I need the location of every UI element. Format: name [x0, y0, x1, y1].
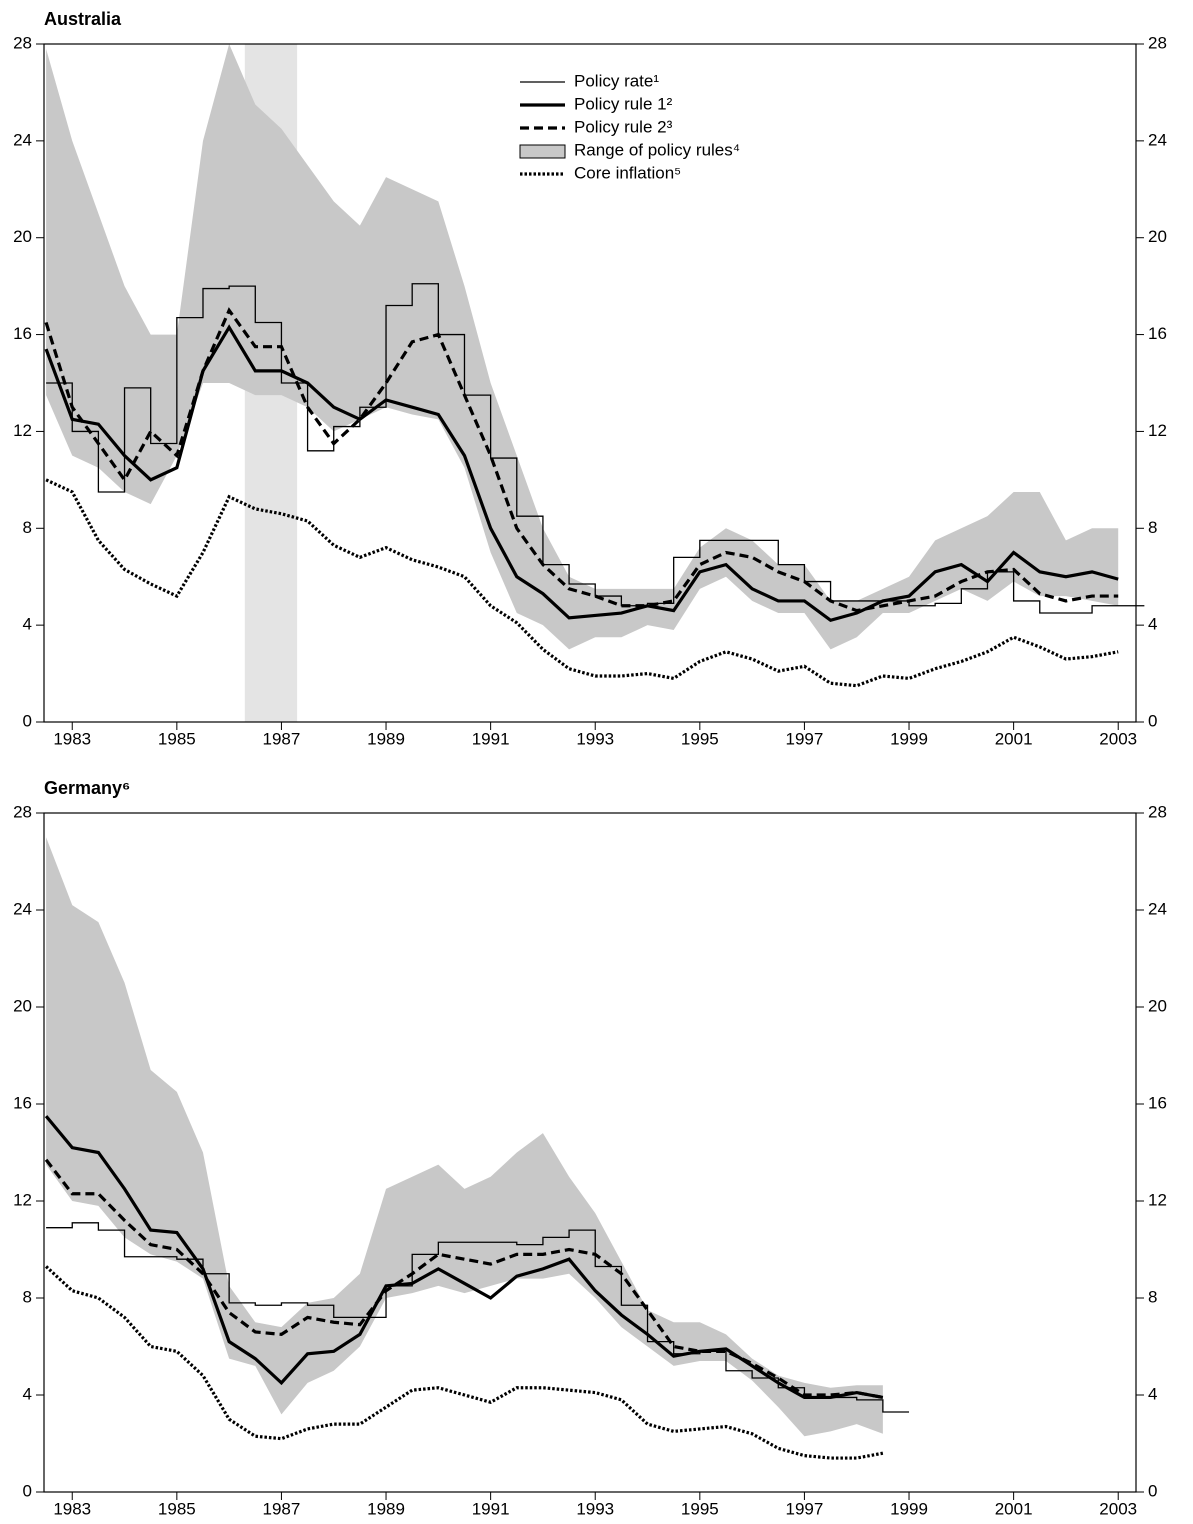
chart-title: Australia: [44, 9, 122, 29]
y2-tick-label: 16: [1148, 324, 1167, 343]
series-line: [44, 307, 1119, 613]
y2-tick-label: 20: [1148, 996, 1167, 1015]
legend-swatch: [519, 144, 566, 159]
y-tick-label: 0: [23, 711, 32, 730]
y-tick-label: 4: [23, 1384, 32, 1403]
y2-tick-label: 28: [1148, 33, 1167, 52]
y-tick-label: 12: [13, 1190, 32, 1209]
x-tick-label: 1985: [158, 1499, 196, 1518]
x-tick-label: 1999: [890, 1499, 928, 1518]
legend-label: Policy rule 2³: [574, 117, 673, 136]
x-tick-label: 1993: [576, 1499, 614, 1518]
x-tick-label: 2003: [1099, 729, 1137, 748]
series-line: [45, 1265, 884, 1460]
x-tick-label: 1997: [786, 729, 824, 748]
y2-tick-label: 0: [1148, 1481, 1157, 1500]
y2-tick-label: 8: [1148, 518, 1157, 537]
y2-tick-label: 24: [1148, 130, 1167, 149]
x-tick-label: 1983: [53, 729, 91, 748]
legend-label: Range of policy rules⁴: [574, 140, 740, 159]
plot-area: [44, 837, 910, 1460]
plot-frame: [43, 812, 1137, 1493]
x-tick-label: 1983: [53, 1499, 91, 1518]
y2-tick-label: 8: [1148, 1287, 1157, 1306]
plot-area: [44, 44, 1145, 722]
series-line: [46, 1222, 910, 1413]
x-tick-label: 1995: [681, 729, 719, 748]
series-line: [44, 1158, 884, 1400]
series-line: [46, 283, 1145, 614]
y2-tick-label: 4: [1148, 1384, 1157, 1403]
range-area: [46, 44, 1119, 650]
x-tick-label: 1989: [367, 729, 405, 748]
y-tick-label: 4: [23, 615, 32, 634]
y-tick-label: 16: [13, 1093, 32, 1112]
y-tick-label: 0: [23, 1481, 32, 1500]
y-tick-label: 20: [13, 227, 32, 246]
y-tick-label: 16: [13, 324, 32, 343]
legend-label: Policy rule 1²: [574, 94, 673, 113]
chart-title: Germany⁶: [44, 778, 130, 798]
y2-tick-label: 20: [1148, 227, 1167, 246]
plot-frame: [43, 43, 1137, 723]
y-tick-label: 20: [13, 996, 32, 1015]
x-tick-label: 1999: [890, 729, 928, 748]
y-tick-label: 24: [13, 130, 32, 149]
series-line: [44, 324, 1119, 623]
y2-tick-label: 12: [1148, 421, 1167, 440]
x-tick-label: 1989: [367, 1499, 405, 1518]
x-tick-label: 1987: [263, 729, 301, 748]
x-tick-label: 1991: [472, 729, 510, 748]
y2-tick-label: 24: [1148, 899, 1167, 918]
x-tick-label: 1993: [576, 729, 614, 748]
legend-label: Policy rate¹: [574, 71, 659, 90]
y2-tick-label: 16: [1148, 1093, 1167, 1112]
x-tick-label: 2001: [995, 729, 1033, 748]
y-tick-label: 24: [13, 899, 32, 918]
x-tick-label: 1987: [263, 1499, 301, 1518]
y-tick-label: 28: [13, 33, 32, 52]
x-tick-label: 2003: [1099, 1499, 1137, 1518]
x-tick-label: 1985: [158, 729, 196, 748]
y-tick-label: 8: [23, 1287, 32, 1306]
series-line: [45, 478, 1119, 688]
y2-tick-label: 4: [1148, 615, 1157, 634]
y2-tick-label: 12: [1148, 1190, 1167, 1209]
y-tick-label: 12: [13, 421, 32, 440]
x-tick-label: 1997: [786, 1499, 824, 1518]
y-tick-label: 28: [13, 802, 32, 821]
x-tick-label: 2001: [995, 1499, 1033, 1518]
y2-tick-label: 28: [1148, 802, 1167, 821]
y-tick-label: 8: [23, 518, 32, 537]
range-area: [46, 837, 883, 1437]
x-tick-label: 1991: [472, 1499, 510, 1518]
legend-label: Core inflation⁵: [574, 163, 681, 182]
y2-tick-label: 0: [1148, 711, 1157, 730]
x-tick-label: 1995: [681, 1499, 719, 1518]
